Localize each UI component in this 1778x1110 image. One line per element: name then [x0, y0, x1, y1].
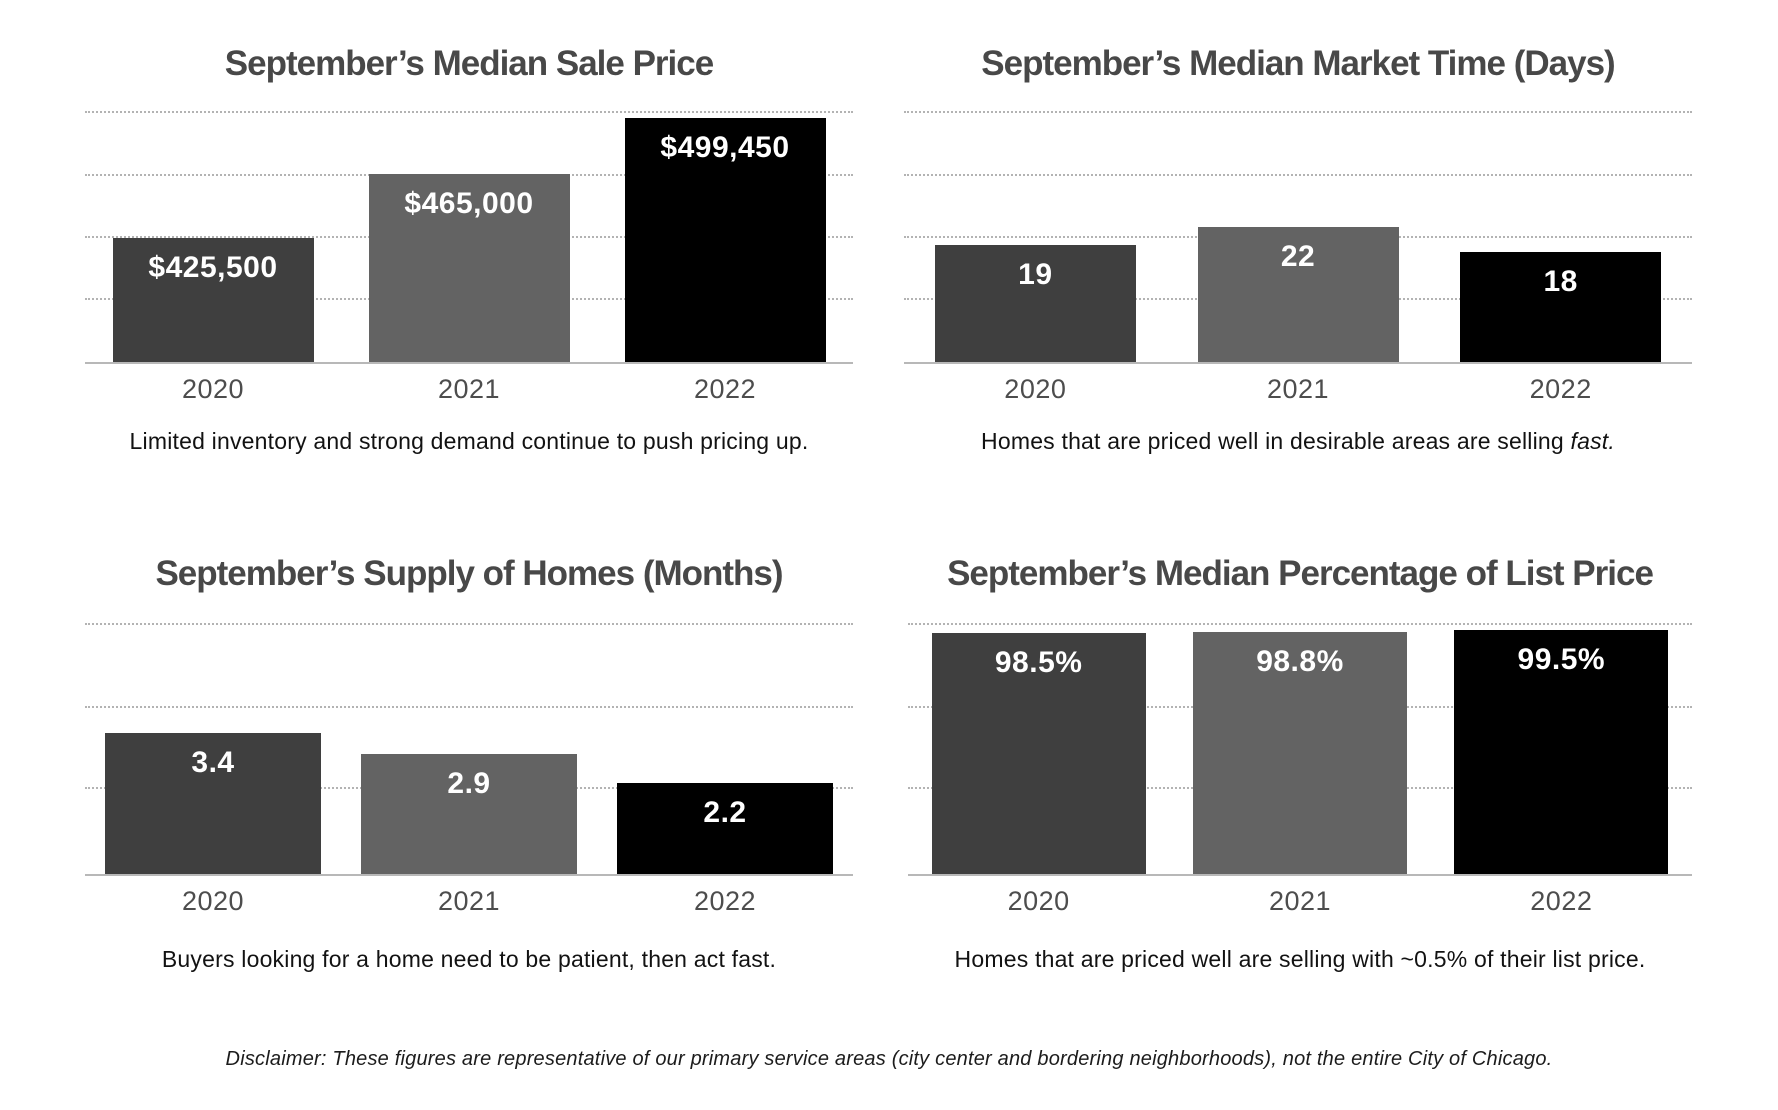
bars: $425,500 $465,000 $499,450: [85, 95, 853, 362]
bar-value-label: 98.8%: [1256, 645, 1344, 678]
bar-slot: $425,500: [85, 95, 341, 362]
bar-value-label: $499,450: [660, 131, 790, 164]
chart-caption: Limited inventory and strong demand cont…: [45, 428, 893, 455]
gridline: [85, 623, 853, 625]
bar-slot: $499,450: [597, 95, 853, 362]
plot-area: $425,500 $465,000 $499,450: [85, 95, 853, 364]
bar-slot: 22: [1167, 95, 1430, 362]
bar-2020: 98.5%: [931, 633, 1146, 874]
x-label-2021: 2021: [437, 374, 501, 404]
x-label-slot: 2021: [341, 374, 597, 405]
x-label-slot: 2022: [597, 374, 853, 405]
bar-slot: 18: [1429, 95, 1692, 362]
x-label-2021: 2021: [1268, 886, 1332, 916]
gridline: [904, 111, 1692, 113]
x-axis-labels: 2020 2021 2022: [908, 886, 1692, 917]
chart-caption: Homes that are priced well are selling w…: [868, 946, 1732, 973]
x-axis-labels: 2020 2021 2022: [85, 886, 853, 917]
x-label-2020: 2020: [1004, 374, 1067, 404]
bar-slot: 98.8%: [1169, 592, 1430, 874]
chart-title: September’s Median Sale Price: [224, 44, 714, 83]
bar-2020: 3.4: [105, 733, 321, 874]
x-label-slot: 2022: [1429, 374, 1692, 405]
x-label-2020: 2020: [181, 374, 245, 404]
bar-value-label: 19: [1018, 258, 1053, 291]
bar-2020: $425,500: [112, 238, 314, 362]
chart-median-percentage-of-list-price: September’s Median Percentage of List Pr…: [908, 540, 1692, 1010]
bar-value-label: 2.2: [703, 796, 747, 829]
bar-value-label: 22: [1280, 240, 1316, 273]
bar-2022: 18: [1460, 252, 1662, 362]
bar-value-label: 3.4: [191, 746, 235, 779]
caption-italic-text: fast.: [1570, 428, 1615, 454]
x-label-2022: 2022: [693, 886, 757, 916]
x-axis-labels: 2020 2021 2022: [85, 374, 853, 405]
x-axis-labels: 2020 2021 2022: [904, 374, 1692, 405]
gridline: [85, 111, 853, 113]
x-label-2022: 2022: [693, 374, 757, 404]
caption-text: Homes that are priced well are selling w…: [954, 946, 1646, 972]
chart-caption: Homes that are priced well in desirable …: [864, 428, 1732, 455]
gridline: [908, 623, 1692, 625]
bar-slot: 98.5%: [908, 592, 1169, 874]
bar-value-label: $465,000: [404, 187, 534, 220]
x-label-2022: 2022: [1529, 374, 1592, 404]
bar-2022: 2.2: [617, 783, 833, 874]
bar-2022: $499,450: [624, 118, 826, 362]
chart-title: September’s Median Market Time (Days): [981, 44, 1615, 83]
bar-2021: $465,000: [368, 174, 570, 362]
bar-value-label: 18: [1543, 265, 1578, 298]
caption-text: Limited inventory and strong demand cont…: [129, 428, 809, 454]
x-label-slot: 2020: [904, 374, 1167, 405]
x-label-slot: 2021: [341, 886, 597, 917]
bar-slot: 3.4: [85, 592, 341, 874]
chart-median-market-time: September’s Median Market Time (Days) 19…: [904, 30, 1692, 500]
bar-2020: 19: [934, 245, 1136, 362]
chart-title: September’s Median Percentage of List Pr…: [947, 554, 1654, 593]
x-label-slot: 2020: [908, 886, 1169, 917]
caption-text: Buyers looking for a home need to be pat…: [161, 946, 777, 972]
bar-2021: 98.8%: [1192, 632, 1407, 874]
bar-slot: 2.9: [341, 592, 597, 874]
bar-2022: 99.5%: [1454, 630, 1669, 874]
plot-area: 19 22 18: [904, 95, 1692, 364]
chart-median-sale-price: September’s Median Sale Price $425,500 $4…: [85, 30, 853, 500]
chart-caption: Buyers looking for a home need to be pat…: [45, 946, 893, 973]
chart-supply-of-homes: September’s Supply of Homes (Months) 3.4…: [85, 540, 853, 1010]
x-label-slot: 2022: [1431, 886, 1692, 917]
bars: 19 22 18: [904, 95, 1692, 362]
x-label-2022: 2022: [1530, 886, 1593, 916]
bar-value-label: 2.9: [447, 767, 491, 800]
gridline: [85, 706, 853, 708]
x-label-2021: 2021: [437, 886, 501, 916]
x-label-slot: 2020: [85, 374, 341, 405]
x-label-slot: 2021: [1169, 886, 1430, 917]
x-label-2021: 2021: [1266, 374, 1330, 404]
gridline: [904, 174, 1692, 176]
bar-slot: 2.2: [597, 592, 853, 874]
bars: 98.5% 98.8% 99.5%: [908, 592, 1692, 874]
bar-slot: 99.5%: [1431, 592, 1692, 874]
bar-slot: $465,000: [341, 95, 597, 362]
x-label-2020: 2020: [181, 886, 245, 916]
bar-value-label: $425,500: [148, 251, 278, 284]
x-label-2020: 2020: [1007, 886, 1070, 916]
plot-area: 98.5% 98.8% 99.5%: [908, 592, 1692, 876]
x-label-slot: 2021: [1167, 374, 1430, 405]
disclaimer-text: Disclaimer: These figures are representa…: [225, 1048, 1553, 1070]
bar-slot: 19: [904, 95, 1167, 362]
plot-area: 3.4 2.9 2.2: [85, 592, 853, 876]
x-label-slot: 2022: [597, 886, 853, 917]
bar-value-label: 99.5%: [1517, 643, 1606, 676]
bar-2021: 22: [1197, 227, 1399, 362]
chart-title: September’s Supply of Homes (Months): [155, 554, 783, 593]
bars: 3.4 2.9 2.2: [85, 592, 853, 874]
bar-2021: 2.9: [361, 754, 577, 874]
bar-value-label: 98.5%: [994, 646, 1083, 679]
caption-text: Homes that are priced well in desirable …: [981, 428, 1571, 454]
x-label-slot: 2020: [85, 886, 341, 917]
